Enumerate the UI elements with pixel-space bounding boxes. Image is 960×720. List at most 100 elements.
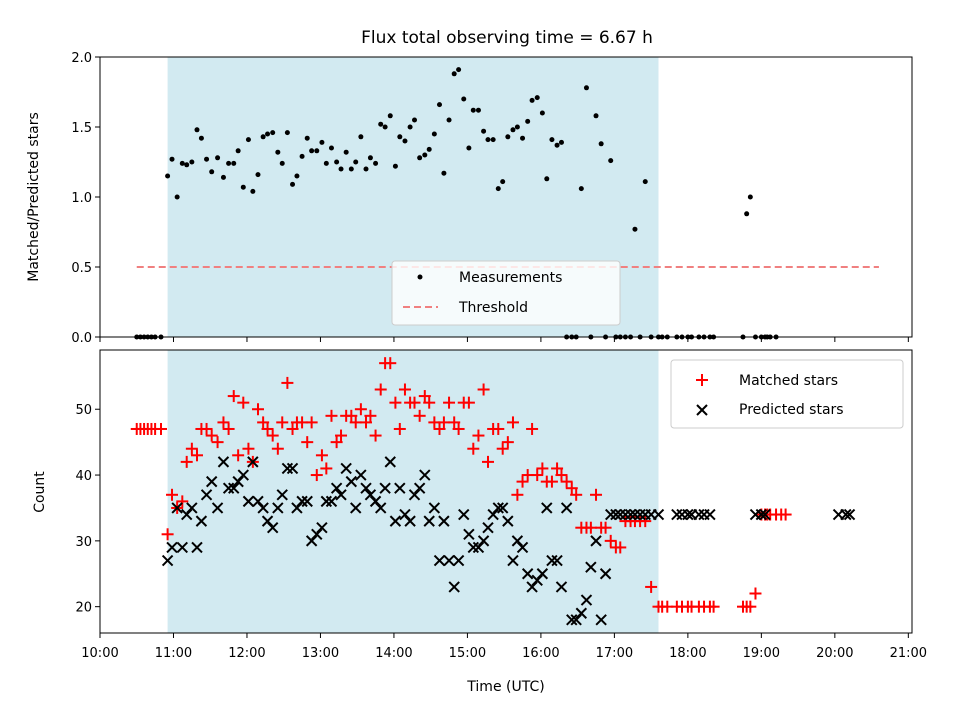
measurement-point (226, 160, 232, 166)
legend-threshold-label: Threshold (458, 300, 528, 316)
matched-star-point (354, 403, 367, 416)
measurement-point (402, 138, 408, 144)
x-axis-label: Time (UTC) (466, 679, 544, 695)
predicted-star-point (614, 508, 626, 521)
measurement-point (378, 121, 384, 127)
matched-star-point (222, 422, 235, 435)
measurement-point (265, 131, 271, 137)
measurement-point (747, 194, 753, 200)
predicted-star-point (257, 502, 269, 514)
matched-star-point (614, 541, 627, 554)
predicted-star-point (511, 535, 524, 547)
measurement-point (436, 102, 442, 108)
predicted-star-point (195, 515, 208, 527)
predicted-star-point (438, 515, 450, 527)
predicted-star-point (575, 607, 588, 619)
x-tick-label: 12:00 (228, 646, 265, 661)
matched-star-point (227, 390, 240, 403)
measurement-point (461, 96, 467, 102)
predicted-star-point (286, 462, 299, 475)
matched-star-point (604, 534, 617, 547)
predicted-star-point (217, 456, 230, 468)
y-tick-label: 30 (75, 535, 92, 550)
measurement-point (456, 67, 462, 73)
y-tick-label: 0.0 (71, 331, 92, 346)
measurement-point (422, 152, 428, 158)
matched-star-point (257, 416, 270, 429)
predicted-star-point (325, 495, 338, 508)
measurement-point (348, 166, 354, 172)
predicted-star-point (301, 495, 313, 508)
predicted-star-point (759, 508, 771, 521)
matched-star-point (315, 449, 328, 462)
y-tick-label: 50 (75, 403, 92, 418)
predicted-star-point (682, 508, 694, 521)
measurement-point (353, 159, 359, 165)
measurement-point (392, 163, 398, 169)
predicted-star-point (281, 462, 294, 475)
measurement-point (290, 181, 296, 187)
predicted-star-point (305, 535, 318, 547)
predicted-star-point (452, 554, 465, 567)
matched-star-point (448, 416, 461, 429)
measurement-point (309, 148, 315, 154)
matched-star-point (281, 376, 294, 389)
predicted-star-point (605, 508, 617, 521)
measurement-point (382, 124, 388, 130)
predicted-star-point (384, 456, 396, 468)
predicted-star-point (237, 469, 250, 481)
predicted-star-point (171, 502, 183, 514)
measurement-point (387, 113, 393, 119)
measurement-point (578, 186, 584, 192)
x-tick-label: 16:00 (522, 646, 559, 661)
x-tick-label: 20:00 (816, 646, 853, 661)
measurement-point (525, 118, 531, 124)
x-tick-label: 15:00 (449, 646, 486, 661)
measurement-point (539, 110, 545, 116)
measurement-point (169, 156, 175, 162)
matched-star-point (154, 422, 167, 435)
matched-star-point (551, 462, 564, 475)
measurement-point (367, 155, 373, 161)
measurement-point (235, 148, 241, 154)
legend-predicted-label: Predicted stars (739, 402, 844, 418)
matched-star-point (345, 409, 358, 422)
predicted-star-point (693, 508, 705, 521)
measurement-point (505, 134, 511, 140)
measurement-point (255, 172, 261, 178)
measurement-point (174, 194, 180, 200)
measurement-point (363, 166, 369, 172)
matched-star-point (408, 396, 421, 409)
x-tick-label: 17:00 (596, 646, 633, 661)
matched-star-point (166, 488, 179, 501)
predicted-star-point (531, 574, 543, 587)
measurement-point (314, 148, 320, 154)
predicted-star-point (472, 541, 485, 554)
measurement-point (179, 160, 185, 166)
measurement-point (598, 141, 604, 147)
measurement-point (490, 137, 496, 143)
measurement-point (343, 149, 349, 155)
predicted-star-point (166, 541, 178, 554)
predicted-star-point (443, 554, 455, 567)
predicted-star-point (610, 508, 622, 521)
y-tick-label: 0.5 (71, 261, 92, 276)
predicted-star-point (276, 489, 288, 501)
matched-star-point (205, 429, 218, 442)
measurement-point (431, 131, 437, 137)
matched-star-point (749, 587, 762, 600)
predicted-star-point (232, 475, 244, 488)
matched-star-point (185, 442, 198, 455)
predicted-star-point (200, 489, 213, 501)
y-tick-label: 40 (75, 469, 92, 484)
matched-star-point (242, 442, 255, 455)
predicted-star-point (492, 502, 504, 514)
legend-matched-marker (696, 374, 708, 386)
predicted-star-point (560, 502, 573, 514)
matched-star-point (462, 396, 475, 409)
matched-star-point (364, 409, 377, 422)
matched-star-point (492, 422, 505, 435)
x-tick-label: 13:00 (302, 646, 339, 661)
measurement-point (245, 137, 251, 143)
